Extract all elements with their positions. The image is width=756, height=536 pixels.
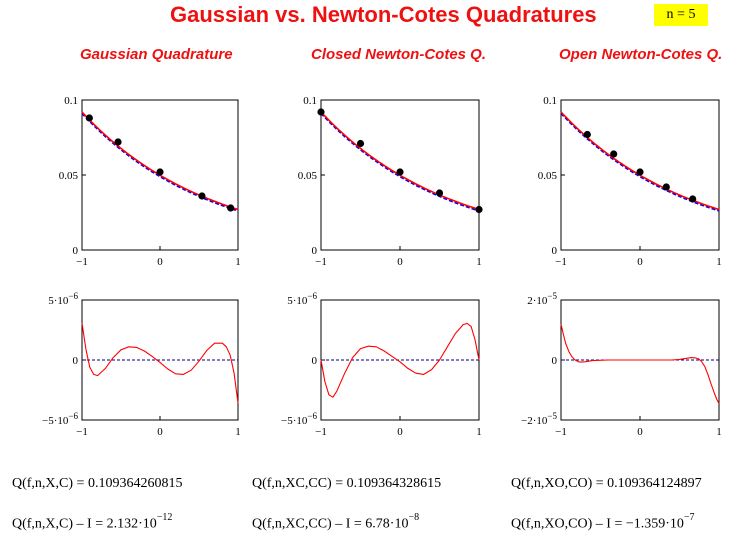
x-tick-label: −1: [555, 256, 567, 268]
y-tick-label: −5·10−6: [42, 411, 78, 427]
value-line-open-nc: Q(f,n,XO,CO) = 0.109364124897: [511, 476, 702, 492]
node-point: [636, 168, 644, 176]
y-tick-label: 0: [312, 245, 318, 257]
y-tick-label: 0.05: [59, 170, 79, 182]
node-point: [475, 205, 483, 214]
x-tick-label: −1: [76, 426, 88, 438]
error-line-gauss: Q(f,n,X,C) – I = 2.132·10−12: [12, 512, 173, 533]
y-tick-label: 0: [312, 355, 318, 367]
error-exponent: −7: [683, 512, 695, 523]
value-rhs: = 0.109364124897: [595, 476, 702, 491]
y-tick-label: 5·10−6: [48, 291, 78, 307]
chart-open-nc-error: −1 0 1 −2·10−5 0 2·10−5: [521, 291, 722, 438]
node-point: [156, 168, 164, 176]
x-tick-label: −1: [76, 256, 88, 268]
x-tick-label: 1: [716, 256, 722, 268]
value-rhs: = 0.109364260815: [76, 476, 183, 491]
y-tick-label: 0.1: [543, 95, 557, 107]
node-point: [198, 192, 206, 200]
chart-gauss-error: −1 0 1 −5·10−6 0 5·10−6: [42, 291, 241, 438]
plot-frame: [320, 299, 480, 421]
node-point: [610, 150, 618, 158]
x-tick-label: −1: [315, 256, 327, 268]
x-tick-label: −1: [315, 426, 327, 438]
subtitle-closed-nc: Closed Newton-Cotes Q.: [311, 46, 487, 63]
error-line-closed-nc: Q(f,n,XC,CC) – I = 6.78·10−8: [252, 512, 420, 533]
node-point: [435, 189, 444, 197]
y-tick-label: 0.1: [303, 95, 317, 107]
y-tick-label: −5·10−6: [281, 411, 317, 427]
value-lhs: Q(f,n,XO,CO): [511, 476, 593, 491]
subtitle-open-nc: Open Newton-Cotes Q.: [559, 46, 723, 63]
y-tick-label: 0: [73, 245, 79, 257]
x-tick-label: 0: [397, 256, 403, 268]
function-curve: [320, 111, 480, 211]
x-tick-label: 0: [157, 426, 163, 438]
node-point: [114, 138, 122, 146]
y-tick-label: 0: [552, 245, 558, 257]
x-tick-label: 0: [157, 256, 163, 268]
node-point: [662, 183, 670, 191]
error-lhs: Q(f,n,XC,CC) – I: [252, 516, 351, 532]
x-tick-label: 1: [476, 256, 482, 268]
x-tick-label: 1: [476, 426, 482, 438]
node-point: [85, 114, 93, 122]
y-tick-label: −2·10−5: [521, 411, 557, 427]
error-exponent: −8: [408, 512, 420, 523]
node-point: [396, 168, 404, 176]
error-lhs: Q(f,n,XO,CO) – I: [511, 516, 611, 532]
x-tick-label: 0: [397, 426, 403, 438]
error-curve: [81, 322, 239, 404]
value-line-gauss: Q(f,n,X,C) = 0.109364260815: [12, 476, 182, 492]
subtitle-gauss: Gaussian Quadrature: [80, 46, 233, 63]
node-point: [227, 204, 235, 212]
y-tick-label: 0.1: [64, 95, 78, 107]
n-value-box[interactable]: n = 5: [654, 4, 708, 26]
x-tick-label: 1: [235, 426, 241, 438]
value-lhs: Q(f,n,X,C): [12, 476, 74, 491]
function-curve: [560, 111, 720, 211]
y-tick-label: 0.05: [298, 170, 318, 182]
error-mantissa: = 6.78·10: [353, 516, 409, 532]
function-curve: [81, 111, 239, 211]
error-exponent: −12: [156, 512, 173, 523]
error-mantissa: = 2.132·10: [95, 516, 157, 532]
x-tick-label: −1: [555, 426, 567, 438]
chart-open-nc-function: −1 0 100.050.1: [538, 95, 722, 268]
node-point: [317, 108, 325, 116]
node-point: [356, 139, 365, 148]
error-line-open-nc: Q(f,n,XO,CO) – I = −1.359·10−7: [511, 512, 695, 533]
polynomial-curve: [81, 112, 239, 212]
error-curve: [320, 322, 480, 398]
y-tick-label: 0: [73, 355, 79, 367]
polynomial-curve: [320, 112, 480, 212]
polynomial-curve: [560, 112, 720, 212]
y-tick-label: 2·10−5: [527, 291, 557, 307]
error-lhs: Q(f,n,X,C) – I: [12, 516, 92, 532]
error-mantissa: = −1.359·10: [614, 516, 684, 532]
y-tick-label: 5·10−6: [287, 291, 317, 307]
x-tick-label: 0: [637, 426, 643, 438]
node-point: [689, 195, 697, 203]
chart-closed-nc-function: −1 0 100.050.1: [298, 95, 483, 268]
value-rhs: = 0.109364328615: [335, 476, 442, 491]
x-tick-label: 1: [716, 426, 722, 438]
y-tick-label: 0.05: [538, 170, 558, 182]
chart-closed-nc-error: −1 0 1 −5·10−6 0 5·10−6: [281, 291, 482, 438]
value-line-closed-nc: Q(f,n,XC,CC) = 0.109364328615: [252, 476, 441, 492]
x-tick-label: 0: [637, 256, 643, 268]
x-tick-label: 1: [235, 256, 241, 268]
page-title-text: Gaussian vs. Newton-Cotes Quadratures: [170, 2, 597, 27]
y-tick-label: 0: [552, 355, 558, 367]
node-point: [583, 130, 591, 139]
chart-gauss-function: −1 0 100.050.1: [59, 95, 241, 268]
error-curve: [560, 323, 720, 404]
value-lhs: Q(f,n,XC,CC): [252, 476, 332, 491]
